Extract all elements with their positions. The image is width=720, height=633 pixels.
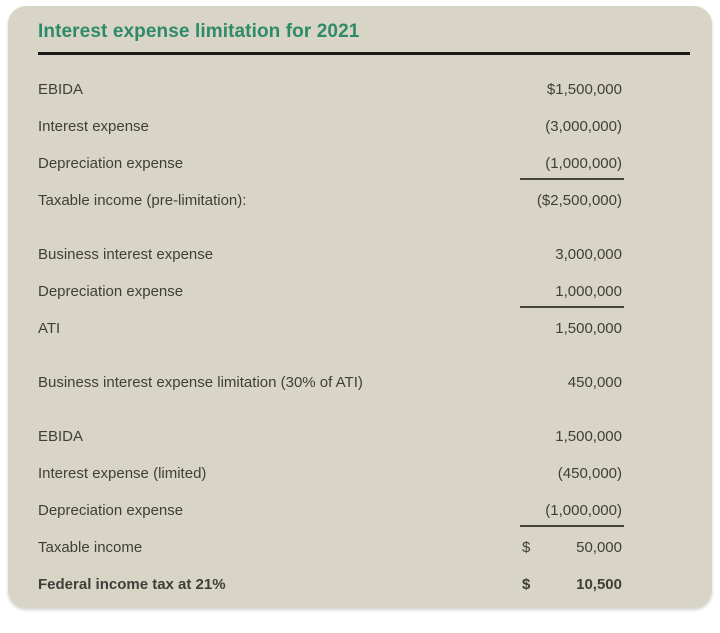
exhibit-card: Interest expense limitation for 2021 EBI…: [8, 6, 712, 608]
row-label: Federal income tax at 21%: [38, 576, 226, 593]
table-row: Taxable income $50,000: [38, 529, 690, 566]
amount-text: (3,000,000): [545, 118, 622, 135]
row-amount: $50,000: [522, 539, 622, 556]
title-rule-divider: [38, 52, 690, 55]
amount-text: (1,000,000): [545, 155, 622, 172]
table-row: Interest expense (limited) (450,000): [38, 455, 690, 492]
row-amount: $10,500: [522, 576, 622, 593]
amount-text: 1,000,000: [555, 283, 622, 300]
table-row: ATI 1,500,000: [38, 310, 690, 347]
row-amount: 3,000,000: [522, 246, 622, 263]
table-section: EBIDA 1,500,000 Interest expense (limited)…: [38, 418, 690, 603]
row-amount: 1,500,000: [522, 320, 622, 337]
amount-text: $1,500,000: [546, 81, 622, 98]
table-row: Depreciation expense (1,000,000): [38, 145, 690, 182]
table-row: Business interest expense limitation (30…: [38, 364, 690, 401]
row-label: Taxable income (pre-limitation):: [38, 192, 247, 209]
row-label: Depreciation expense: [38, 502, 184, 519]
row-amount: (1,000,000): [520, 155, 624, 180]
table-row: Taxable income (pre-limitation): ($2,500,…: [38, 182, 690, 219]
row-amount: (3,000,000): [522, 118, 622, 135]
row-amount: $1,500,000: [522, 81, 622, 98]
table-row: Interest expense (3,000,000): [38, 108, 690, 145]
table-section: EBIDA $1,500,000 Interest expense (3,000,00…: [38, 71, 690, 219]
table-row: Depreciation expense (1,000,000): [38, 492, 690, 529]
row-label: Interest expense (limited): [38, 465, 207, 482]
table-row: Depreciation expense 1,000,000: [38, 273, 690, 310]
row-label: Business interest expense limitation (30…: [38, 374, 363, 391]
table-section: Business interest expense limitation (30…: [38, 364, 690, 401]
row-label: Business interest expense: [38, 246, 214, 263]
row-label: Depreciation expense: [38, 283, 184, 300]
row-label: EBIDA: [38, 428, 84, 445]
row-label: Taxable income: [38, 539, 143, 556]
table-row: Federal income tax at 21% $10,500: [38, 566, 690, 603]
amount-text: 1,500,000: [555, 320, 622, 337]
table-body: EBIDA $1,500,000 Interest expense (3,000,00…: [38, 71, 690, 603]
table-row: Business interest expense 3,000,000: [38, 236, 690, 273]
row-amount: 1,500,000: [522, 428, 622, 445]
amount-text: (1,000,000): [545, 502, 622, 519]
row-amount: 1,000,000: [520, 283, 624, 308]
row-label: Depreciation expense: [38, 155, 184, 172]
table-row: EBIDA $1,500,000: [38, 71, 690, 108]
amount-text: (450,000): [557, 465, 622, 482]
amount-text: 1,500,000: [555, 428, 622, 445]
amount-text: 50,000: [576, 539, 622, 556]
row-label: Interest expense: [38, 118, 149, 135]
amount-text: 10,500: [576, 576, 622, 593]
table-section: Business interest expense 3,000,000 Deprec…: [38, 236, 690, 347]
row-amount: ($2,500,000): [522, 192, 622, 209]
currency-symbol: $: [522, 539, 531, 556]
amount-text: 3,000,000: [555, 246, 622, 263]
currency-symbol: $: [522, 576, 531, 593]
table-row: EBIDA 1,500,000: [38, 418, 690, 455]
row-label: EBIDA: [38, 81, 84, 98]
row-label: ATI: [38, 320, 61, 337]
row-amount: (450,000): [522, 465, 622, 482]
amount-text: 450,000: [567, 374, 622, 391]
page-title: Interest expense limitation for 2021: [38, 21, 360, 42]
row-amount: (1,000,000): [520, 502, 624, 527]
amount-text: ($2,500,000): [536, 192, 622, 209]
row-amount: 450,000: [522, 374, 622, 391]
